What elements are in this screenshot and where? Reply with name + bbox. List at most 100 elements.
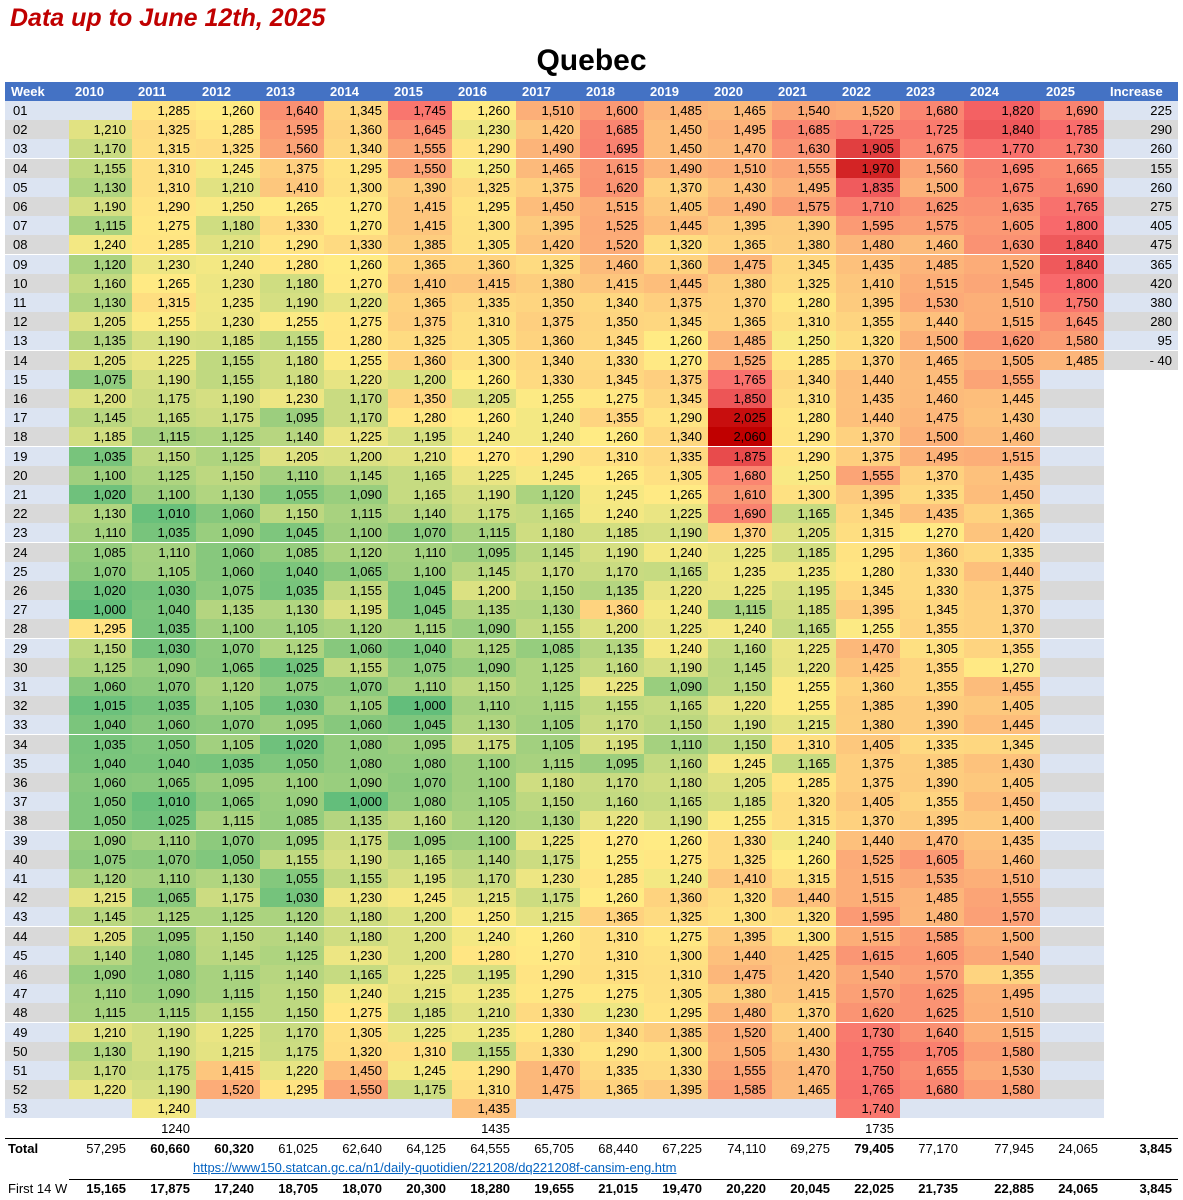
source-link[interactable]: https://www150.statcan.gc.ca/n1/daily-qu… [193,1160,677,1175]
data-cell: 1,535 [900,869,964,888]
data-cell: 1,690 [708,504,772,523]
data-cell: 1,255 [516,389,580,408]
data-cell: 1,175 [388,1080,452,1099]
data-cell: 1,530 [900,293,964,312]
data-cell: 1,510 [516,101,580,120]
data-cell: 1,725 [836,120,900,139]
increase-cell [1104,658,1178,677]
data-cell: 1,135 [452,600,516,619]
data-cell: 1,190 [324,850,388,869]
data-cell: 1,465 [900,351,964,370]
data-cell: 1,165 [324,965,388,984]
week-label: 01 [5,101,69,120]
data-cell: 1,500 [900,178,964,197]
data-cell: 1,170 [580,773,644,792]
data-cell: 1,195 [324,600,388,619]
first14-cell: 22,025 [854,1181,894,1196]
data-cell: 1,510 [708,159,772,178]
first14-cell: 18,280 [470,1181,510,1196]
data-cell: 1,010 [132,504,196,523]
first14-cell: 20,220 [726,1181,766,1196]
data-cell: 1,345 [644,389,708,408]
data-cell: 1,100 [452,773,516,792]
data-cell: 1,295 [69,619,132,638]
extra-row-cell: 1735 [836,1119,900,1138]
data-cell: 1,175 [324,831,388,850]
data-cell: 1,395 [836,293,900,312]
total-cell: 62,640 [342,1141,382,1156]
data-cell: 1,430 [964,408,1040,427]
data-cell: 1,360 [516,331,580,350]
data-cell [1040,715,1104,734]
data-cell: 1,685 [580,120,644,139]
data-cell: 1,450 [644,120,708,139]
data-cell: 1,240 [516,408,580,427]
data-cell: 1,255 [324,351,388,370]
data-cell: 1,135 [324,811,388,830]
data-cell: 1,395 [708,216,772,235]
data-cell: 1,080 [324,754,388,773]
data-cell: 1,310 [452,312,516,331]
header-year: 2014 [330,84,359,99]
data-cell: 1,615 [836,946,900,965]
data-cell: 1,075 [196,581,260,600]
data-cell: 1,165 [772,619,836,638]
data-cell: 1,175 [132,1061,196,1080]
data-cell: 1,230 [132,255,196,274]
data-cell: 1,460 [964,427,1040,446]
data-cell: 1,190 [69,197,132,216]
data-cell: 1,200 [69,389,132,408]
data-cell: 1,875 [708,447,772,466]
data-cell: 1,115 [196,984,260,1003]
data-cell: 1,200 [388,370,452,389]
data-cell: 1,120 [69,255,132,274]
data-cell: 1,375 [964,581,1040,600]
week-label: 09 [5,255,69,274]
data-cell [1040,639,1104,658]
data-cell: 1,060 [132,715,196,734]
data-cell: 1,165 [644,696,708,715]
data-cell: 1,090 [132,984,196,1003]
data-cell: 1,555 [772,159,836,178]
increase-cell [1104,543,1178,562]
data-cell: 1,220 [69,1080,132,1099]
data-cell [1040,447,1104,466]
data-cell: 1,260 [772,850,836,869]
data-cell: 1,240 [644,869,708,888]
data-cell [516,1099,580,1118]
total-cell: 57,295 [86,1141,126,1156]
data-cell: 1,415 [580,274,644,293]
data-cell: 1,360 [644,255,708,274]
data-cell: 1,260 [516,927,580,946]
data-cell: 1,175 [196,408,260,427]
data-cell: 1,225 [772,639,836,658]
data-cell: 1,280 [388,408,452,427]
data-cell: 1,570 [836,984,900,1003]
data-cell: 1,035 [69,447,132,466]
data-cell: 1,230 [196,274,260,293]
increase-cell [1104,1003,1178,1022]
data-cell: 1,065 [196,658,260,677]
data-cell: 1,120 [260,907,324,926]
data-cell: 1,075 [69,370,132,389]
data-cell: 1,095 [388,831,452,850]
data-cell: 1,470 [516,1061,580,1080]
data-cell: 1,745 [388,101,452,120]
data-cell: 1,245 [388,888,452,907]
data-cell: 1,180 [196,216,260,235]
data-cell: 1,070 [388,523,452,542]
data-cell: 1,165 [644,792,708,811]
data-cell: 1,190 [644,811,708,830]
data-cell: 1,325 [772,274,836,293]
data-cell: 1,450 [964,792,1040,811]
data-cell: 1,060 [324,715,388,734]
data-cell: 1,130 [69,293,132,312]
data-cell: 1,115 [708,600,772,619]
data-cell: 1,190 [132,1023,196,1042]
data-cell: 1,315 [836,523,900,542]
data-cell: 1,110 [132,869,196,888]
week-label: 32 [5,696,69,715]
data-cell: 1,125 [132,907,196,926]
data-cell: 1,280 [516,1023,580,1042]
data-cell: 1,185 [196,331,260,350]
